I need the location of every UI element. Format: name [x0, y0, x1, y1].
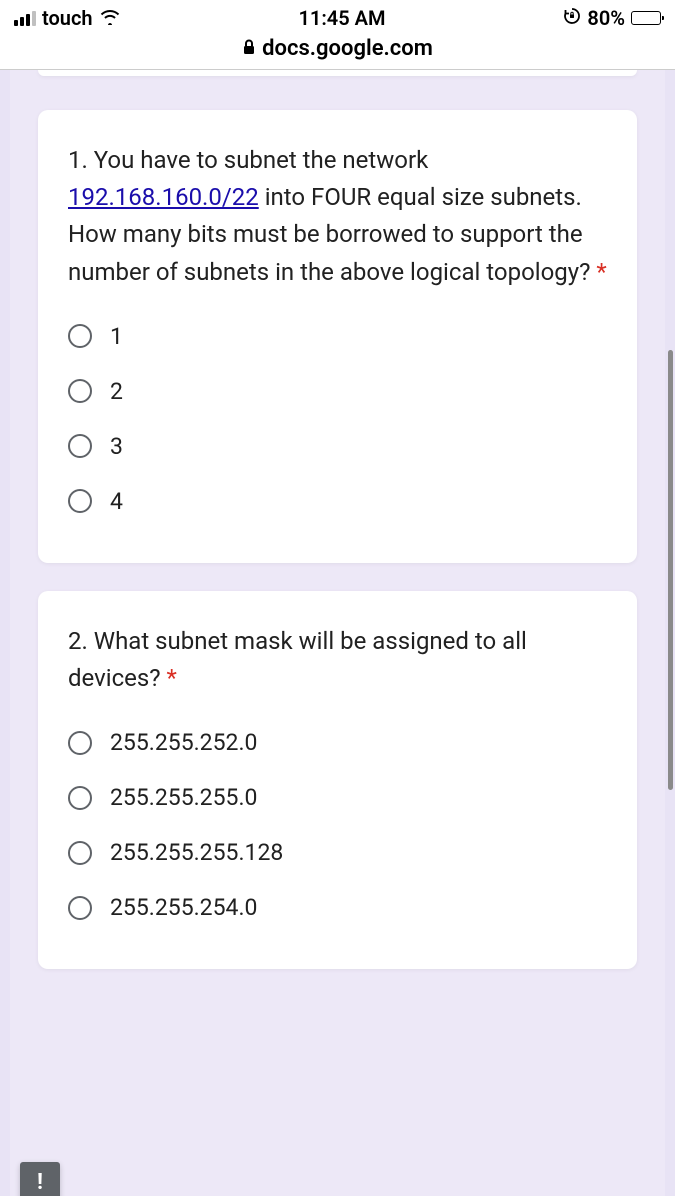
- report-fab[interactable]: !: [20, 1162, 60, 1196]
- radio-icon: [68, 896, 92, 920]
- browser-url: docs.google.com: [262, 36, 433, 61]
- question-text: 2. What subnet mask will be assigned to …: [68, 623, 607, 697]
- status-time: 11:45 AM: [121, 6, 564, 30]
- question-text-pre: 1. You have to subnet the network: [68, 146, 428, 174]
- battery-icon: [631, 11, 661, 25]
- scrollbar-thumb[interactable]: [668, 350, 673, 790]
- radio-option[interactable]: 1: [68, 309, 607, 364]
- option-label: 255.255.254.0: [110, 894, 257, 921]
- carrier-label: touch: [42, 6, 93, 30]
- radio-option[interactable]: 3: [68, 419, 607, 474]
- radio-option[interactable]: 255.255.255.0: [68, 770, 607, 825]
- form-wrap: 1. You have to subnet the network 192.16…: [10, 70, 665, 1196]
- status-right: 80%: [563, 6, 661, 30]
- option-label: 255.255.255.128: [110, 839, 283, 866]
- options-group: 1 2 3 4: [68, 309, 607, 529]
- wifi-icon: [99, 6, 121, 30]
- radio-icon: [68, 489, 92, 513]
- required-asterisk: *: [167, 664, 177, 692]
- radio-option[interactable]: 2: [68, 364, 607, 419]
- status-left: touch: [14, 6, 121, 30]
- status-bar: touch 11:45 AM 80%: [0, 0, 675, 32]
- radio-option[interactable]: 4: [68, 474, 607, 529]
- option-label: 255.255.252.0: [110, 729, 257, 756]
- lock-icon: [242, 39, 256, 59]
- question-text: 1. You have to subnet the network 192.16…: [68, 142, 607, 291]
- orientation-lock-icon: [563, 6, 581, 30]
- radio-icon: [68, 324, 92, 348]
- required-asterisk: *: [596, 258, 606, 286]
- radio-option[interactable]: 255.255.255.128: [68, 825, 607, 880]
- option-label: 3: [110, 433, 123, 460]
- question-link[interactable]: 192.168.160.0/22: [68, 183, 259, 211]
- battery-pct: 80%: [587, 6, 625, 30]
- radio-icon: [68, 841, 92, 865]
- option-label: 1: [110, 323, 123, 350]
- question-text-pre: 2. What subnet mask will be assigned to …: [68, 627, 527, 692]
- option-label: 4: [110, 488, 123, 515]
- option-label: 2: [110, 378, 123, 405]
- report-fab-label: !: [37, 1170, 43, 1195]
- signal-icon: [14, 11, 36, 26]
- question-card: 2. What subnet mask will be assigned to …: [38, 591, 637, 969]
- browser-url-bar[interactable]: docs.google.com: [0, 32, 675, 70]
- radio-option[interactable]: 255.255.252.0: [68, 715, 607, 770]
- option-label: 255.255.255.0: [110, 784, 257, 811]
- options-group: 255.255.252.0 255.255.255.0 255.255.255.…: [68, 715, 607, 935]
- radio-icon: [68, 379, 92, 403]
- radio-option[interactable]: 255.255.254.0: [68, 880, 607, 935]
- radio-icon: [68, 434, 92, 458]
- question-card: 1. You have to subnet the network 192.16…: [38, 110, 637, 563]
- radio-icon: [68, 731, 92, 755]
- page-background: 1. You have to subnet the network 192.16…: [0, 70, 675, 1196]
- radio-icon: [68, 786, 92, 810]
